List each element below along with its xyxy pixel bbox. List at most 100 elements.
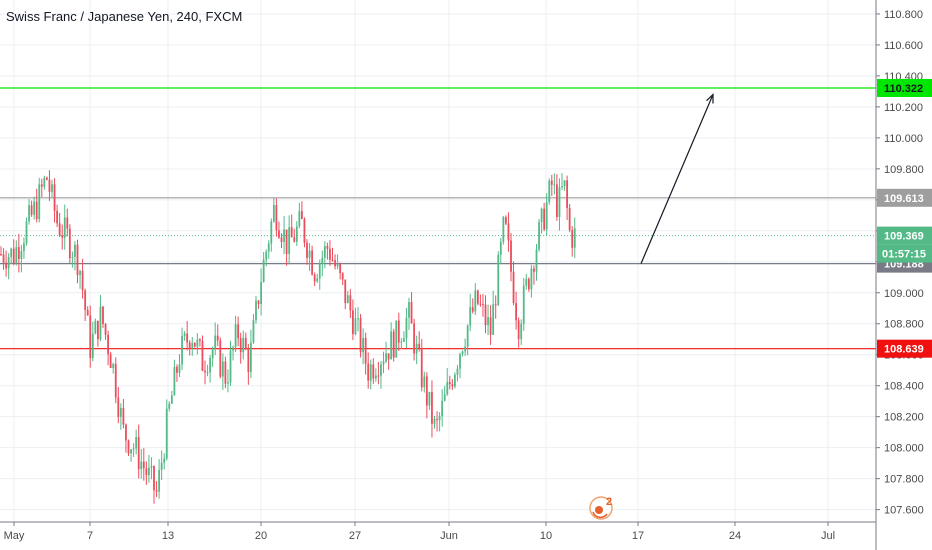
candle-body (12, 248, 15, 264)
candle-body (272, 205, 275, 222)
candle-body (380, 364, 382, 376)
candle-body (28, 205, 30, 222)
candle-body (530, 268, 533, 290)
candle-body (51, 184, 53, 192)
candle-body (183, 333, 186, 336)
candle-body (46, 177, 48, 180)
candle-body (71, 257, 74, 259)
candle-body (280, 237, 283, 242)
candle-body (109, 354, 112, 369)
candle-body (168, 403, 171, 409)
candle-body (114, 363, 117, 398)
candle-body (323, 246, 326, 258)
level-price-badge (877, 226, 932, 245)
candle-body (107, 334, 109, 355)
candle-body (209, 358, 211, 373)
candle-body (382, 361, 385, 365)
candle-body (316, 278, 319, 282)
y-tick-label: 107.600 (884, 505, 924, 517)
candle-body (267, 243, 270, 252)
candle-body (214, 335, 217, 350)
candle-body (408, 301, 410, 318)
candle-body (112, 363, 115, 369)
candle-body (173, 366, 176, 396)
candle-body (548, 180, 551, 203)
candle-body (482, 304, 484, 306)
candle-body (244, 337, 247, 350)
candle-body (443, 394, 446, 401)
candle-body (535, 249, 538, 272)
candle-body (186, 333, 189, 343)
candle-body (410, 301, 413, 324)
candle-body (206, 372, 209, 374)
candle-body (301, 211, 303, 219)
candle-body (527, 278, 530, 290)
candle-body (255, 300, 257, 321)
candle-body (405, 317, 408, 339)
candle-body (545, 202, 548, 230)
candle-body (489, 317, 492, 335)
candle-body (237, 324, 240, 339)
candle-body (441, 400, 444, 417)
candle-body (571, 230, 574, 248)
y-tick-label: 108.000 (884, 443, 924, 455)
countdown-label: 01:57:15 (882, 249, 926, 261)
candle-body (431, 391, 433, 424)
candle-body (17, 247, 20, 259)
candle-body (354, 318, 357, 335)
candle-body (140, 461, 143, 470)
candle-body (122, 407, 125, 425)
event-badge-layer[interactable]: 2 (589, 496, 613, 520)
candle-body (377, 375, 380, 377)
candle-body (461, 351, 464, 355)
candle-body (507, 223, 510, 241)
candle-body (438, 416, 441, 421)
x-tick-label: 13 (162, 530, 174, 542)
level-price-badge (877, 78, 932, 97)
candle-body (216, 335, 219, 341)
candle-body (252, 320, 255, 343)
x-tick-label: Jun (440, 530, 458, 542)
candle-body (221, 361, 224, 377)
candle-body (23, 243, 25, 252)
forecast-arrow-head (706, 93, 714, 104)
candle-body (94, 320, 97, 334)
candle-body (239, 338, 242, 353)
candle-body (193, 342, 196, 347)
x-tick-label: 20 (255, 530, 267, 542)
candle-body (196, 339, 199, 347)
candle-body (290, 227, 293, 238)
candle-body (436, 418, 438, 421)
candle-body (163, 458, 166, 463)
candle-body (188, 342, 191, 349)
candle-body (311, 250, 313, 275)
candle-body (229, 350, 232, 383)
countdown-badge (877, 244, 932, 263)
candle-body (30, 205, 33, 215)
candle-body (142, 461, 145, 469)
x-tick-label: May (4, 530, 25, 542)
candle-body (339, 264, 342, 274)
candle-body (56, 210, 58, 224)
candle-body (425, 376, 428, 406)
candle-body (566, 180, 568, 209)
candle-body (191, 342, 194, 349)
candle-body (181, 335, 183, 365)
candle-body (288, 227, 291, 255)
x-tick-label: 24 (729, 530, 741, 542)
drawings (640, 93, 714, 264)
candle-body (265, 251, 268, 260)
candle-body (199, 339, 201, 341)
candle-body (341, 273, 344, 280)
candle-body (204, 370, 206, 373)
event-badge[interactable]: 2 (589, 496, 613, 520)
candle-body (48, 179, 51, 192)
candle-body (81, 270, 84, 291)
candle-body (283, 229, 285, 242)
candle-body (369, 364, 372, 381)
candle-body (515, 303, 517, 321)
candle-body (201, 340, 204, 371)
